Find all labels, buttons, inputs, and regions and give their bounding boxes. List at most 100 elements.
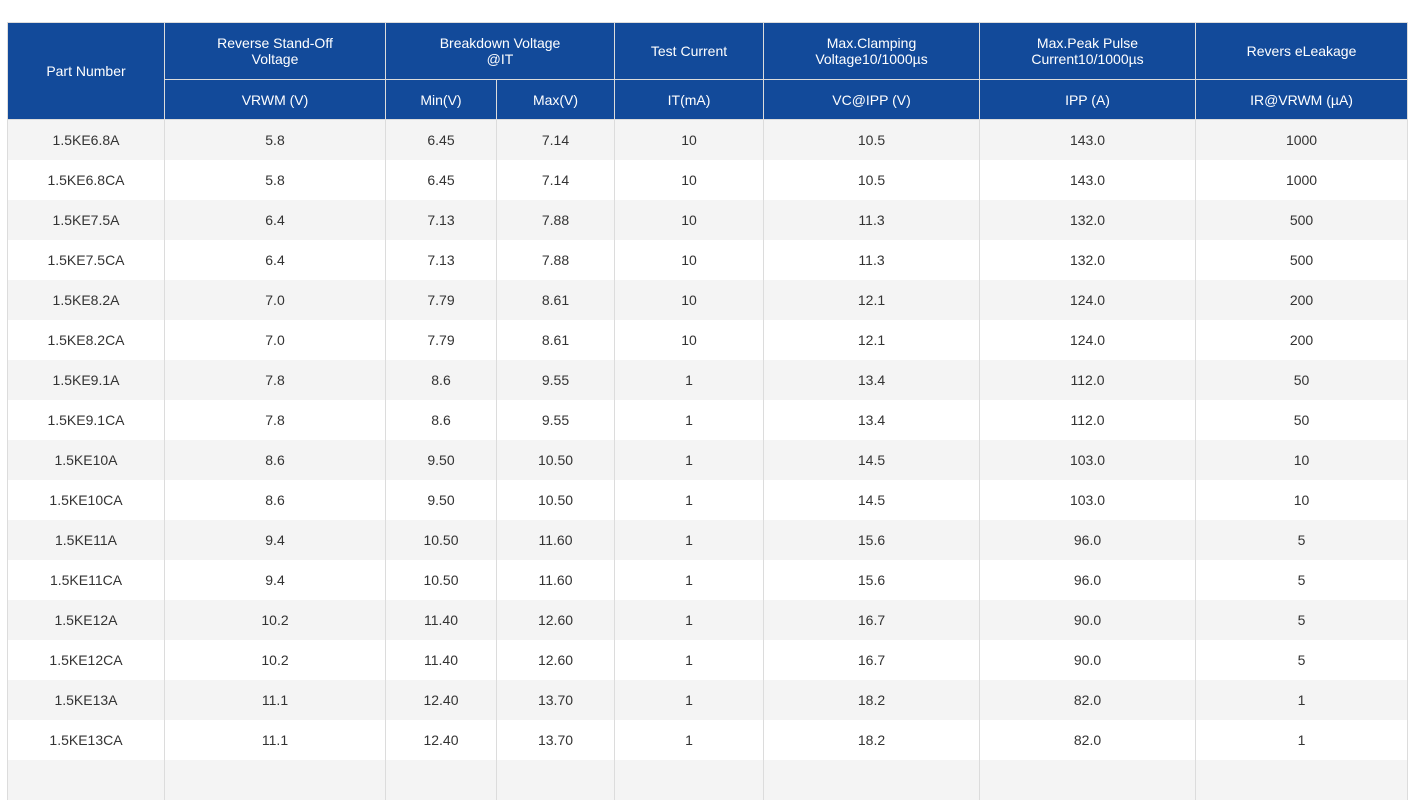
cell-part-number: 1.5KE10A [8,440,165,480]
cell-breakdown-min: 11.40 [386,640,497,680]
cell-leakage-current: 5 [1196,560,1408,600]
cell-peak-pulse-current: 132.0 [980,200,1196,240]
cell-test-current: 1 [615,680,764,720]
cell-test-current: 10 [615,240,764,280]
cell-breakdown-max: 7.88 [497,240,615,280]
cell-peak-pulse-current: 82.0 [980,720,1196,760]
cell-breakdown-min: 10.50 [386,560,497,600]
cell-breakdown-max: 9.55 [497,360,615,400]
cell-peak-pulse-current: 124.0 [980,320,1196,360]
cell-breakdown-max: 8.61 [497,320,615,360]
cell-part-number: 1.5KE11A [8,520,165,560]
cell-leakage-current: 200 [1196,320,1408,360]
cell-test-current: 1 [615,360,764,400]
cell-breakdown-min: 8.6 [386,360,497,400]
header-peak-line2: Current10/1000µs [1031,51,1143,67]
unit-ipp: IPP (A) [980,80,1196,120]
unit-it: IT(mA) [615,80,764,120]
cell-peak-pulse-current: 143.0 [980,120,1196,161]
cell-test-current: 1 [615,640,764,680]
cell-breakdown-max: 12.60 [497,640,615,680]
cell-peak-pulse-current: 112.0 [980,400,1196,440]
cell-breakdown-min: 7.13 [386,240,497,280]
cell-breakdown-min: 8.6 [386,400,497,440]
cell-breakdown-max: 11.60 [497,520,615,560]
cell-breakdown-max: 11.60 [497,560,615,600]
unit-ir: IR@VRWM (µA) [1196,80,1408,120]
cell-part-number [8,760,165,800]
cell-vrwm: 11.1 [165,720,386,760]
cell-clamping-voltage: 13.4 [764,360,980,400]
header-breakdown-line1: Breakdown Voltage [440,35,561,51]
cell-breakdown-min: 7.13 [386,200,497,240]
header-clamping-line2: Voltage10/1000µs [815,51,927,67]
cell-breakdown-min: 11.40 [386,600,497,640]
cell-part-number: 1.5KE12A [8,600,165,640]
cell-clamping-voltage: 13.4 [764,400,980,440]
cell-breakdown-max: 12.60 [497,600,615,640]
cell-leakage-current: 50 [1196,400,1408,440]
cell-vrwm: 6.4 [165,240,386,280]
cell-vrwm: 7.0 [165,320,386,360]
cell-clamping-voltage: 18.2 [764,720,980,760]
cell-vrwm: 6.4 [165,200,386,240]
cell-clamping-voltage: 15.6 [764,520,980,560]
cell-test-current: 1 [615,720,764,760]
header-part-number: Part Number [8,23,165,120]
cell-leakage-current: 50 [1196,360,1408,400]
cell-test-current: 10 [615,120,764,161]
cell-part-number: 1.5KE7.5CA [8,240,165,280]
cell-clamping-voltage: 12.1 [764,320,980,360]
cell-breakdown-min: 7.79 [386,320,497,360]
cell-clamping-voltage: 10.5 [764,120,980,161]
cell-vrwm: 7.0 [165,280,386,320]
cell-breakdown-min [386,760,497,800]
header-breakdown-voltage: Breakdown Voltage@IT [386,23,615,80]
cell-leakage-current: 10 [1196,440,1408,480]
cell-breakdown-max: 7.14 [497,120,615,161]
cell-breakdown-max: 7.14 [497,160,615,200]
cell-breakdown-min: 9.50 [386,440,497,480]
cell-peak-pulse-current: 124.0 [980,280,1196,320]
header-peak-line1: Max.Peak Pulse [1037,35,1138,51]
cell-peak-pulse-current: 96.0 [980,560,1196,600]
cell-part-number: 1.5KE6.8CA [8,160,165,200]
cell-part-number: 1.5KE8.2CA [8,320,165,360]
cell-clamping-voltage: 11.3 [764,200,980,240]
cell-peak-pulse-current: 132.0 [980,240,1196,280]
cell-breakdown-min: 6.45 [386,120,497,161]
cell-part-number: 1.5KE13CA [8,720,165,760]
cell-clamping-voltage: 18.2 [764,680,980,720]
cell-peak-pulse-current: 90.0 [980,640,1196,680]
cell-leakage-current: 1000 [1196,120,1408,161]
cell-clamping-voltage: 16.7 [764,640,980,680]
cell-vrwm: 11.1 [165,680,386,720]
cell-leakage-current: 10 [1196,480,1408,520]
cell-breakdown-min: 9.50 [386,480,497,520]
cell-vrwm: 7.8 [165,400,386,440]
cell-breakdown-max: 9.55 [497,400,615,440]
cell-vrwm: 10.2 [165,640,386,680]
cell-peak-pulse-current: 90.0 [980,600,1196,640]
unit-min: Min(V) [386,80,497,120]
cell-leakage-current [1196,760,1408,800]
cell-clamping-voltage: 16.7 [764,600,980,640]
cell-clamping-voltage: 11.3 [764,240,980,280]
cell-test-current: 10 [615,320,764,360]
cell-part-number: 1.5KE9.1A [8,360,165,400]
cell-peak-pulse-current: 82.0 [980,680,1196,720]
